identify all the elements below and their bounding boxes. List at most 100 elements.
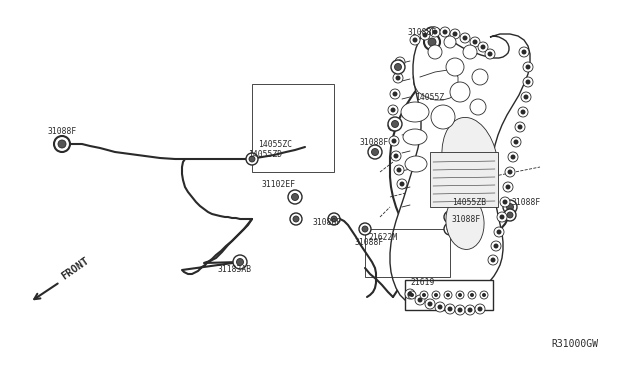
Circle shape — [405, 289, 415, 299]
Circle shape — [472, 69, 488, 85]
Circle shape — [394, 165, 404, 175]
Text: R31000GW: R31000GW — [552, 339, 598, 349]
Circle shape — [458, 293, 462, 297]
Text: 21622M: 21622M — [368, 233, 397, 242]
Circle shape — [502, 199, 508, 205]
Circle shape — [506, 203, 513, 211]
Circle shape — [435, 302, 445, 312]
Circle shape — [497, 230, 502, 234]
Ellipse shape — [446, 195, 484, 250]
Circle shape — [391, 60, 405, 74]
Ellipse shape — [442, 118, 498, 206]
Circle shape — [472, 39, 477, 45]
Circle shape — [470, 37, 480, 47]
Circle shape — [470, 99, 486, 115]
Bar — [252, 84, 334, 172]
Text: 31088F: 31088F — [313, 218, 342, 227]
Circle shape — [420, 30, 430, 40]
Circle shape — [523, 62, 533, 72]
Circle shape — [291, 193, 298, 201]
Circle shape — [513, 140, 518, 144]
Circle shape — [390, 108, 396, 112]
Circle shape — [497, 212, 507, 222]
Circle shape — [493, 244, 499, 248]
Circle shape — [328, 213, 340, 225]
Circle shape — [460, 33, 470, 43]
Circle shape — [488, 51, 493, 57]
Circle shape — [499, 215, 504, 219]
Circle shape — [458, 308, 463, 312]
Circle shape — [446, 293, 450, 297]
Circle shape — [467, 308, 472, 312]
Text: 31088F: 31088F — [48, 127, 77, 136]
Circle shape — [468, 291, 476, 299]
Circle shape — [394, 154, 399, 158]
Circle shape — [390, 124, 396, 128]
Bar — [405, 280, 493, 310]
Circle shape — [359, 223, 371, 235]
Circle shape — [503, 182, 513, 192]
Circle shape — [397, 60, 403, 64]
Circle shape — [480, 291, 488, 299]
Circle shape — [481, 45, 486, 49]
Circle shape — [450, 82, 470, 102]
Circle shape — [389, 136, 399, 146]
Circle shape — [491, 241, 501, 251]
Circle shape — [233, 255, 247, 269]
Circle shape — [422, 293, 426, 297]
Circle shape — [520, 109, 525, 115]
Circle shape — [504, 209, 516, 221]
Circle shape — [434, 293, 438, 297]
Ellipse shape — [405, 156, 427, 172]
Circle shape — [455, 305, 465, 315]
Circle shape — [395, 57, 405, 67]
Circle shape — [413, 38, 417, 42]
Circle shape — [485, 49, 495, 59]
Circle shape — [397, 167, 401, 173]
Circle shape — [470, 293, 474, 297]
Polygon shape — [390, 27, 530, 310]
Text: 31102EF: 31102EF — [262, 180, 296, 189]
Text: 21619: 21619 — [410, 278, 435, 287]
Circle shape — [523, 77, 533, 87]
Circle shape — [478, 42, 488, 52]
Circle shape — [465, 305, 475, 315]
Circle shape — [422, 32, 428, 38]
Circle shape — [519, 47, 529, 57]
Circle shape — [237, 259, 243, 266]
Circle shape — [511, 154, 515, 160]
Circle shape — [500, 197, 510, 207]
Circle shape — [388, 105, 398, 115]
Circle shape — [518, 125, 522, 129]
Circle shape — [440, 27, 450, 37]
Circle shape — [394, 64, 401, 71]
Circle shape — [452, 32, 458, 36]
Circle shape — [249, 156, 255, 162]
Circle shape — [408, 291, 416, 299]
Circle shape — [368, 145, 382, 159]
Circle shape — [396, 76, 401, 80]
Circle shape — [503, 200, 517, 214]
Circle shape — [447, 307, 452, 311]
Circle shape — [444, 36, 456, 48]
Text: 31088F: 31088F — [360, 138, 389, 147]
Circle shape — [445, 304, 455, 314]
Circle shape — [392, 92, 397, 96]
Circle shape — [444, 211, 456, 223]
Circle shape — [522, 49, 527, 55]
Circle shape — [446, 58, 464, 76]
Circle shape — [511, 137, 521, 147]
Ellipse shape — [401, 102, 429, 122]
Circle shape — [438, 305, 442, 310]
Text: 14055ZB: 14055ZB — [452, 198, 486, 207]
Text: 14055ZD: 14055ZD — [248, 150, 282, 159]
Circle shape — [518, 107, 528, 117]
Circle shape — [392, 138, 397, 144]
Circle shape — [444, 291, 452, 299]
Circle shape — [444, 223, 456, 235]
Circle shape — [447, 214, 453, 220]
Circle shape — [54, 136, 70, 152]
Circle shape — [424, 34, 440, 50]
Circle shape — [442, 29, 447, 35]
Circle shape — [521, 92, 531, 102]
